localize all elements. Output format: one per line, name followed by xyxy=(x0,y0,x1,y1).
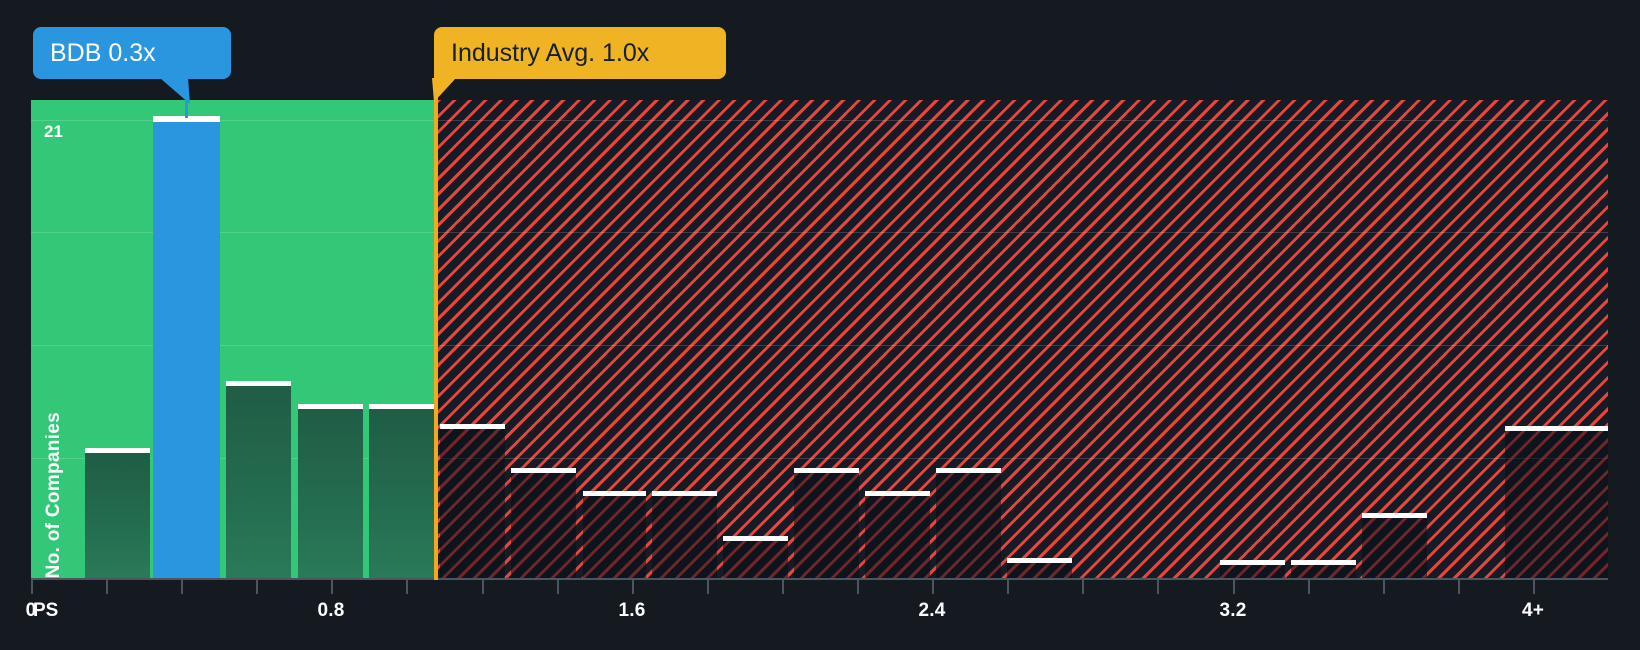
bar-cap xyxy=(1291,560,1356,565)
x-axis-tick xyxy=(256,580,258,594)
bar-cap xyxy=(511,468,576,473)
bar-cap xyxy=(298,404,363,409)
x-axis-tick xyxy=(707,580,709,594)
gridline-3 xyxy=(31,345,1608,346)
x-axis-tick xyxy=(1082,580,1084,594)
x-axis-tick xyxy=(1533,580,1535,594)
bar-cap xyxy=(936,468,1001,473)
x-axis-tick xyxy=(857,580,859,594)
x-axis-tick-label: 3.2 xyxy=(1219,600,1247,621)
bar-cap xyxy=(794,468,859,473)
x-axis-tick xyxy=(181,580,183,594)
industry-avg-callout-tail xyxy=(432,78,456,102)
bar[interactable] xyxy=(652,491,717,578)
x-axis-tick-label: 0 xyxy=(25,600,37,621)
x-axis-tick xyxy=(1383,580,1385,594)
gridline-2 xyxy=(31,232,1608,233)
industry-avg-callout-label: Industry Avg. 1.0x xyxy=(451,38,650,67)
y-axis-title: No. of Companies xyxy=(43,411,64,578)
x-axis-tick xyxy=(482,580,484,594)
x-axis-tick xyxy=(1233,580,1235,594)
above-average-region xyxy=(437,100,1608,578)
bar-cap xyxy=(1362,513,1427,518)
x-axis-tick-label: 2.4 xyxy=(918,600,946,621)
bar[interactable] xyxy=(865,491,930,578)
bar[interactable] xyxy=(1505,426,1608,578)
bar[interactable] xyxy=(85,448,150,578)
bar[interactable] xyxy=(511,468,576,578)
industry-avg-marker-line xyxy=(434,96,438,580)
plot-area xyxy=(31,100,1608,578)
y-tick-label-21: 21 xyxy=(44,122,63,141)
x-axis-tick xyxy=(1308,580,1310,594)
bar[interactable] xyxy=(1291,560,1356,578)
x-axis-tick xyxy=(1157,580,1159,594)
bar-cap xyxy=(865,491,930,496)
bar[interactable] xyxy=(794,468,859,578)
x-axis-line xyxy=(31,578,1608,580)
x-axis-tick-label: 0.8 xyxy=(317,600,345,621)
x-axis-tick xyxy=(1458,580,1460,594)
bar[interactable] xyxy=(440,424,505,578)
x-axis-tick xyxy=(632,580,634,594)
x-axis-tick xyxy=(557,580,559,594)
bar-cap xyxy=(1220,560,1285,565)
bar-cap xyxy=(440,424,505,429)
x-axis-prefix-label: PS xyxy=(33,600,59,621)
bar[interactable] xyxy=(153,116,220,578)
company-callout[interactable]: BDB 0.3x xyxy=(33,27,231,79)
bar-cap xyxy=(226,381,291,386)
bar[interactable] xyxy=(1220,560,1285,578)
company-callout-label: BDB 0.3x xyxy=(50,38,156,67)
x-axis-tick xyxy=(31,580,33,594)
x-axis-tick xyxy=(406,580,408,594)
bar[interactable] xyxy=(369,404,434,578)
gridline-21 xyxy=(31,120,1608,121)
bar-cap xyxy=(85,448,150,453)
bar-cap xyxy=(1505,426,1608,431)
bar[interactable] xyxy=(226,381,291,578)
bar[interactable] xyxy=(1007,558,1072,578)
company-callout-tail xyxy=(160,78,190,104)
bar[interactable] xyxy=(723,536,788,578)
x-axis-tick xyxy=(1007,580,1009,594)
x-axis-tick xyxy=(782,580,784,594)
gridline-4 xyxy=(31,458,1608,459)
bar[interactable] xyxy=(1362,513,1427,578)
x-axis-tick-label: 1.6 xyxy=(618,600,646,621)
bar-cap xyxy=(1007,558,1072,563)
x-axis-tick xyxy=(932,580,934,594)
bar[interactable] xyxy=(583,491,646,578)
bar-cap xyxy=(652,491,717,496)
bar-cap xyxy=(369,404,434,409)
x-axis-tick xyxy=(331,580,333,594)
industry-avg-callout[interactable]: Industry Avg. 1.0x xyxy=(434,27,726,79)
x-axis-tick xyxy=(106,580,108,594)
bar-cap xyxy=(583,491,646,496)
x-axis-tick-label: 4+ xyxy=(1521,600,1545,621)
bar[interactable] xyxy=(298,404,363,578)
bar-cap xyxy=(723,536,788,541)
bar-cap xyxy=(153,116,220,122)
bar[interactable] xyxy=(936,468,1001,578)
